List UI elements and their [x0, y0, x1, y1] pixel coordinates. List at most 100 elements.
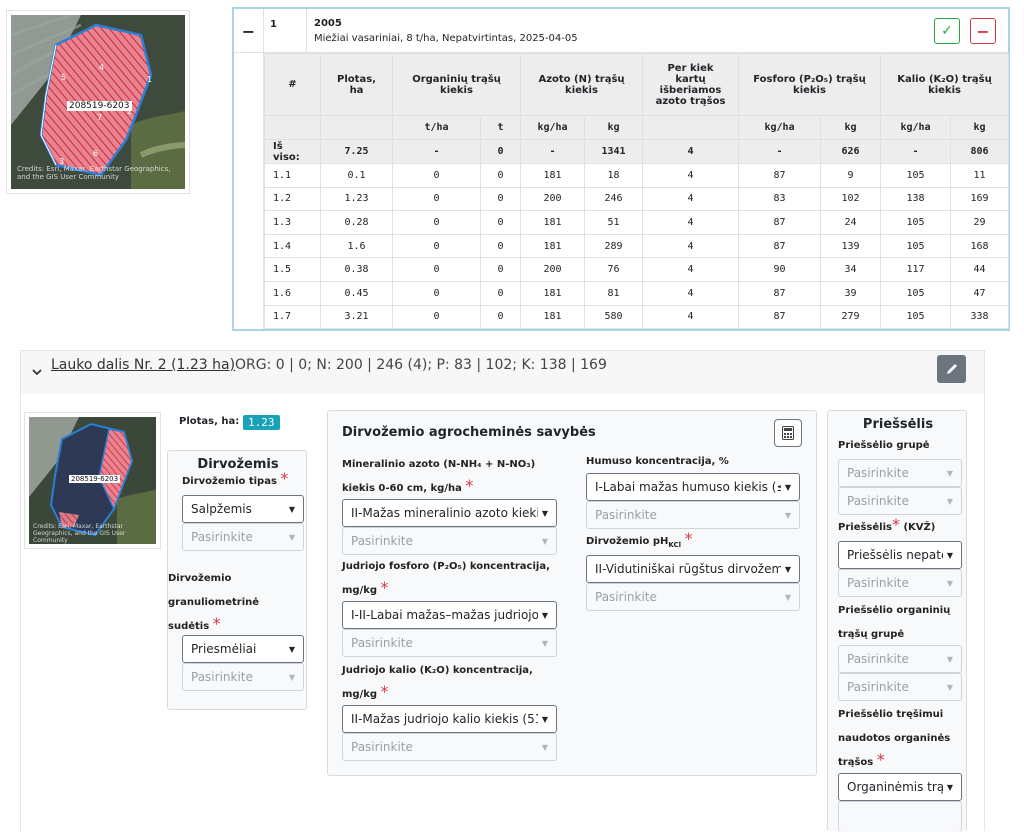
table-cell: 105	[880, 210, 951, 235]
table-cell: 81	[584, 280, 643, 306]
table-cell: 181	[520, 210, 585, 235]
table-cell: 580	[584, 304, 643, 330]
table-cell: 0	[480, 280, 521, 306]
table-cell: 338	[949, 304, 1010, 330]
remove-button[interactable]: −	[970, 18, 996, 44]
table-cell: 83	[738, 186, 821, 212]
table-cell: 1.6	[264, 280, 321, 306]
caret-down-icon: ▼	[541, 610, 548, 620]
table-cell: 76	[584, 257, 643, 282]
record-header: − 1 2005 Miežiai vasariniai, 8 t/ha, Nep…	[234, 9, 1008, 53]
phosphorus-subselect[interactable]: Pasirinkite ▼	[342, 629, 557, 657]
chevron-down-icon[interactable]	[31, 363, 43, 382]
mineral-nitrogen-select[interactable]: II-Mažas mineralinio azoto kiekis ▼	[342, 499, 557, 527]
table-cell: 34	[820, 257, 881, 282]
soil-type-subselect[interactable]: Pasirinkite ▼	[182, 523, 304, 551]
parcel-map-thumbnail[interactable]: 208519-6203 4 5 7 2 6 3 1 Credits: Esri,…	[6, 10, 190, 194]
soil-type-label: Dirvožemio tipas *	[182, 469, 289, 488]
agrochemical-card-title: Dirvožemio agrocheminės savybės	[342, 425, 596, 440]
field-part-link[interactable]: Lauko dalis Nr. 2 (1.23 ha)	[51, 357, 236, 373]
table-cell: 0.28	[320, 210, 393, 235]
table-cell: 279	[820, 304, 881, 330]
humus-select[interactable]: I-Labai mažas humuso kiekis (≤0. ▼	[586, 473, 800, 501]
table-cell: 0	[392, 210, 481, 235]
agrochemical-card: Dirvožemio agrocheminės savybės Minerali…	[327, 410, 817, 776]
previous-group-select[interactable]: Pasirinkite ▼	[838, 459, 962, 487]
total-cell: 0	[480, 139, 521, 164]
edit-button[interactable]	[937, 355, 966, 383]
soil-card-title: Dirvožemis	[197, 457, 279, 472]
caret-down-icon: ▼	[288, 504, 295, 514]
table-total-row: Iš viso: 7.25 - 0 - 1341 4 - 626 - 806	[264, 139, 1010, 164]
segment-number: 4	[99, 63, 105, 72]
table-cell: 0	[392, 280, 481, 306]
table-row: 1.1 0.1 0 0 181 18 4 87 9 105 11	[264, 163, 1010, 188]
table-cell: 246	[584, 186, 643, 212]
area-badge: 1.23	[243, 415, 280, 430]
table-units-row: t/ha t kg/ha kg kg/ha kg kg/ha kg	[264, 115, 1010, 140]
ph-label: Dirvožemio pHKCl *	[586, 529, 693, 550]
previous-used-organic-subselect[interactable]	[838, 801, 962, 832]
table-cell: 105	[880, 233, 951, 259]
segment-number: 5	[61, 73, 67, 82]
required-asterisk: *	[876, 750, 885, 769]
segment-number: 6	[93, 149, 99, 158]
table-cell: 200	[520, 186, 585, 212]
caret-down-icon: ▼	[784, 510, 791, 520]
calculator-button[interactable]	[774, 419, 802, 447]
potassium-select[interactable]: II-Mažas judriojo kalio kiekis (51- ▼	[342, 705, 557, 733]
field-part-map-thumbnail[interactable]: 208519-6203 Credits: Esri, Maxar, Earths…	[24, 412, 161, 549]
table-cell: 87	[738, 210, 821, 235]
table-cell: 0	[480, 304, 521, 330]
table-cell: 87	[738, 304, 821, 330]
previous-organic-group-label: Priešsėlio organinių trąšų grupė	[838, 605, 951, 640]
previous-crop-subselect[interactable]: Pasirinkite ▼	[838, 569, 962, 597]
unit-cell: kg/ha	[738, 115, 821, 140]
table-cell: 0.38	[320, 257, 393, 282]
col-header-potassium: Kalio (K₂O) trąšų kiekis	[879, 53, 1010, 116]
col-header-organic: Organinių trąšų kiekis	[392, 53, 521, 116]
table-row: 1.5 0.38 0 0 200 76 4 90 34 117 44	[264, 257, 1010, 282]
table-cell: 138	[880, 186, 951, 212]
required-asterisk: *	[212, 614, 221, 633]
table-cell: 4	[642, 304, 739, 330]
total-cell: 7.25	[320, 139, 393, 164]
previous-organic-group-select[interactable]: Pasirinkite ▼	[838, 645, 962, 673]
table-row: 1.4 1.6 0 0 181 289 4 87 139 105 168	[264, 233, 1010, 259]
table-cell: 1.1	[264, 163, 321, 188]
row-number-divider	[306, 9, 307, 53]
humus-subselect[interactable]: Pasirinkite ▼	[586, 501, 800, 529]
previous-group-label: Priešsėlio grupė	[838, 440, 930, 451]
previous-crop-select[interactable]: Priešsėlis nepate ▼	[838, 541, 962, 569]
confirm-button[interactable]: ✓	[934, 18, 960, 44]
col-header-n-applications: Per kiek kartų išberiamos azoto trąšos	[642, 53, 739, 116]
required-asterisk: *	[891, 515, 900, 534]
total-cell: 4	[642, 139, 739, 164]
pencil-icon	[946, 364, 957, 374]
table-cell: 181	[520, 280, 585, 306]
ph-subselect[interactable]: Pasirinkite ▼	[586, 583, 800, 611]
phosphorus-select[interactable]: I-II-Labai mažas–mažas judriojo f ▼	[342, 601, 557, 629]
potassium-subselect[interactable]: Pasirinkite ▼	[342, 733, 557, 761]
previous-group-subselect[interactable]: Pasirinkite ▼	[838, 487, 962, 515]
unit-cell: kg/ha	[520, 115, 585, 140]
soil-type-select[interactable]: Salpžemis ▼	[182, 495, 304, 523]
mineral-nitrogen-subselect[interactable]: Pasirinkite ▼	[342, 527, 557, 555]
ph-select[interactable]: II-Vidutiniškai rūgštus dirvožemis ▼	[586, 555, 800, 583]
table-cell: 0	[480, 257, 521, 282]
table-cell: 105	[880, 163, 951, 188]
collapse-button[interactable]: −	[234, 9, 264, 53]
unit-cell: kg	[584, 115, 643, 140]
table-cell: 1.23	[320, 186, 393, 212]
col-header-nitrogen: Azoto (N) trąšų kiekis	[520, 53, 643, 116]
required-asterisk: *	[684, 529, 693, 548]
soil-texture-select[interactable]: Priesmėliai ▼	[182, 635, 304, 663]
soil-texture-subselect[interactable]: Pasirinkite ▼	[182, 663, 304, 691]
table-cell: 181	[520, 304, 585, 330]
previous-organic-group-subselect[interactable]: Pasirinkite ▼	[838, 673, 962, 701]
table-cell: 0	[480, 210, 521, 235]
table-cell: 3.21	[320, 304, 393, 330]
previous-used-organic-select[interactable]: Organinėmis trąš ▼	[838, 773, 962, 801]
phosphorus-label: Judriojo fosforo (P₂O₅) koncentracija, m…	[342, 561, 550, 597]
table-cell: 0	[392, 163, 481, 188]
